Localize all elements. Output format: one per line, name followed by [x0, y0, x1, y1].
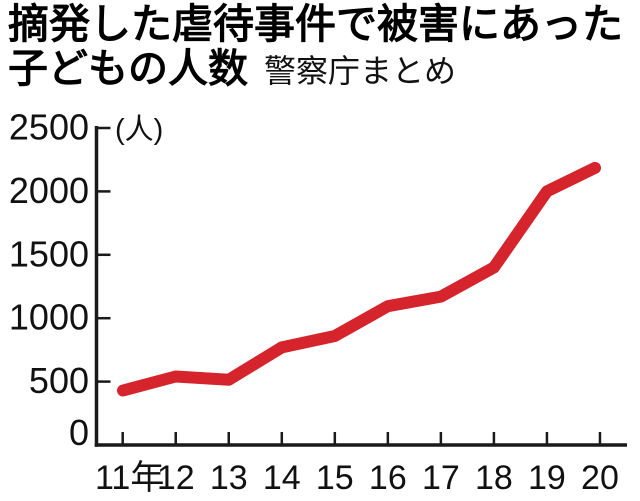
y-axis-unit-label: (人): [115, 114, 163, 146]
x-axis-label: 20: [581, 459, 619, 497]
y-axis-label: 2000: [9, 170, 89, 211]
chart-title-line2-main: 子どもの人数: [8, 47, 248, 92]
data-line-series: [117, 161, 601, 397]
chart-title-block: 摘発した虐待事件で被害にあった 子どもの人数 警察庁まとめ: [8, 1, 623, 91]
x-axis-label: 13: [210, 459, 248, 497]
y-axis-label: 1500: [9, 233, 89, 274]
chart-source-note: 警察庁まとめ: [264, 53, 457, 90]
x-axis-label: 18: [475, 459, 513, 497]
x-axis-label: 14: [263, 459, 301, 497]
chart-title-line2: 子どもの人数 警察庁まとめ: [8, 47, 623, 91]
x-axis-label: 16: [369, 459, 407, 497]
x-axis-label: 19: [528, 459, 566, 497]
y-axis-label: 500: [29, 360, 89, 401]
y-axis-label: 1000: [9, 297, 89, 338]
x-axis-label: 12: [157, 459, 195, 497]
x-axis-label: 15: [316, 459, 354, 497]
y-axis-label: 0: [69, 412, 89, 453]
x-axis-label: 17: [422, 459, 460, 497]
x-axis-label: 11年: [95, 459, 164, 497]
y-axis-label: 2500: [9, 107, 89, 148]
chart-title-line1: 摘発した虐待事件で被害にあった: [8, 1, 623, 47]
